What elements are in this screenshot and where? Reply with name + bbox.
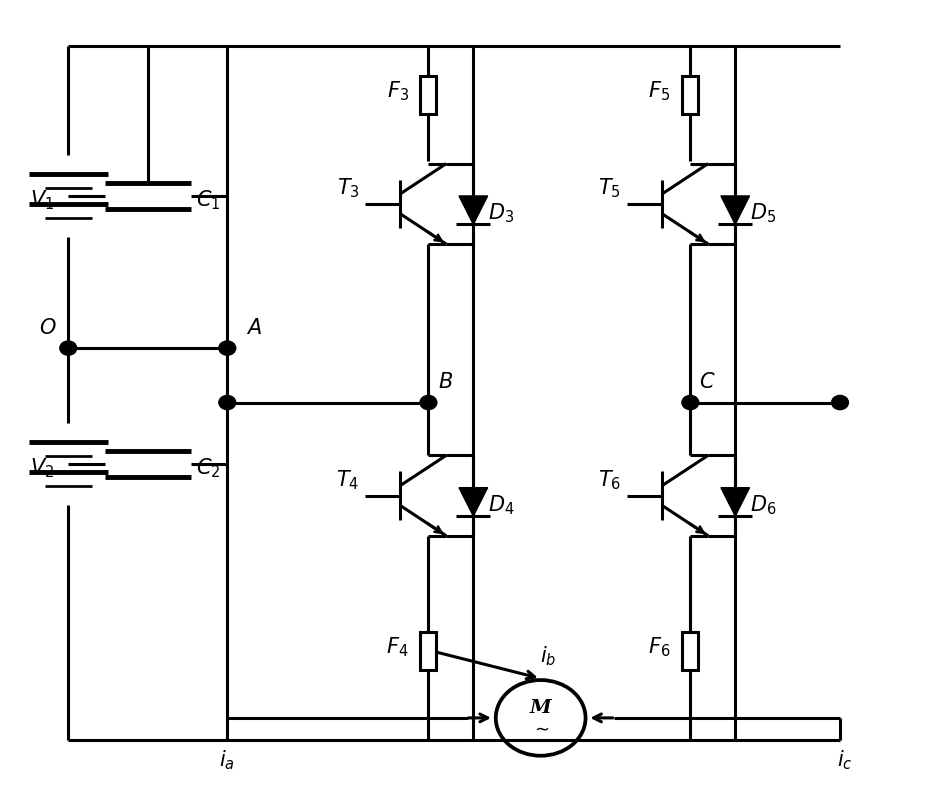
Circle shape [832,395,849,410]
Text: $A$: $A$ [246,318,262,338]
Text: $V_1$: $V_1$ [30,188,55,212]
Text: $C_1$: $C_1$ [197,188,221,212]
Text: $O$: $O$ [39,318,56,338]
Text: $T_4$: $T_4$ [336,468,359,491]
Circle shape [219,341,235,355]
Text: $B$: $B$ [438,372,453,392]
Circle shape [219,395,235,410]
Polygon shape [459,196,487,225]
Text: $C_2$: $C_2$ [197,457,221,480]
Bar [682,76,698,114]
Bar [421,632,437,670]
Text: $i_b$: $i_b$ [540,645,556,669]
Circle shape [420,395,437,410]
Text: $D_4$: $D_4$ [488,493,515,517]
Text: $D_6$: $D_6$ [750,493,776,517]
Bar [421,76,437,114]
Text: M: M [530,700,551,718]
Text: $i_c$: $i_c$ [837,749,853,773]
Text: $D_5$: $D_5$ [750,202,776,225]
Text: $F_5$: $F_5$ [648,79,671,103]
Circle shape [60,341,76,355]
Text: $\sim$: $\sim$ [532,719,550,737]
Polygon shape [721,488,750,516]
Bar [682,632,698,670]
Text: $F_3$: $F_3$ [387,79,408,103]
Text: $F_6$: $F_6$ [648,635,671,659]
Text: $T_5$: $T_5$ [598,176,621,200]
Text: $T_6$: $T_6$ [598,468,621,491]
Text: $D_3$: $D_3$ [488,202,515,225]
Text: $F_4$: $F_4$ [387,635,408,659]
Text: $V_2$: $V_2$ [30,457,55,480]
Text: $i_a$: $i_a$ [219,749,235,773]
Polygon shape [459,488,487,516]
Polygon shape [721,196,750,225]
Text: $T_3$: $T_3$ [337,176,359,200]
Text: $C$: $C$ [699,372,715,392]
Circle shape [682,395,699,410]
